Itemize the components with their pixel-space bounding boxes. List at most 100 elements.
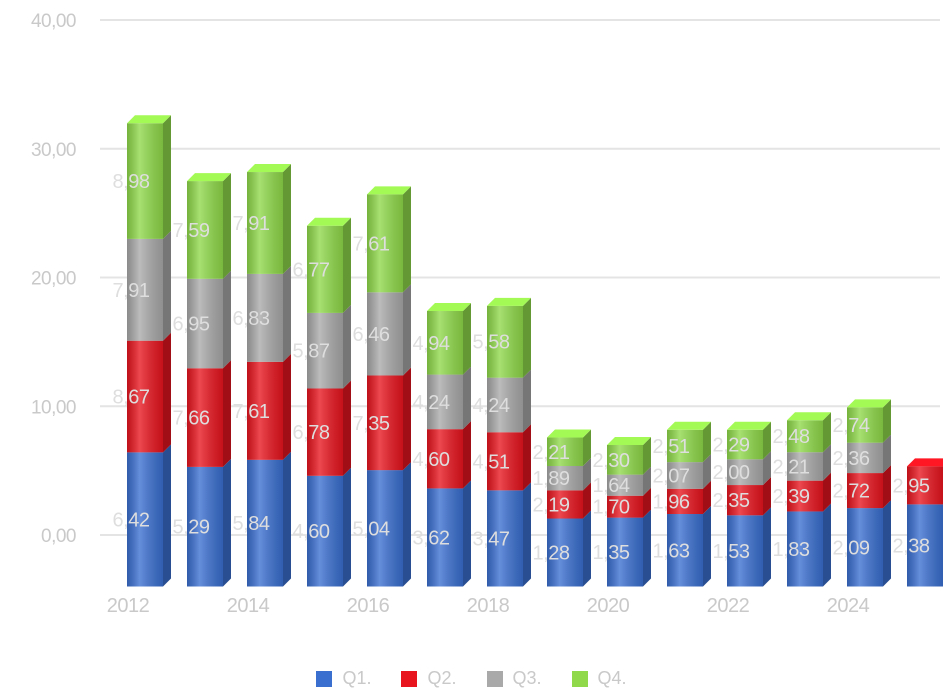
- bar-top: [307, 217, 351, 226]
- data-label: 2,36: [833, 448, 870, 470]
- bar-segment-shading: [787, 480, 823, 512]
- bar-segment-shading: [247, 273, 283, 362]
- data-label: 2,48: [773, 426, 810, 448]
- bar-segment-side: [343, 304, 351, 389]
- data-label: 8,98: [113, 171, 150, 193]
- bar-segment-side: [583, 510, 591, 587]
- legend-label: Q2.: [427, 668, 457, 688]
- y-tick-label: 40,00: [31, 11, 76, 32]
- bar-segment-side: [703, 480, 711, 515]
- bar-segment-shading: [547, 437, 583, 466]
- bar-segment-side: [403, 186, 411, 293]
- bar-segment-side: [463, 366, 471, 430]
- bar-2018: [487, 297, 531, 587]
- bar-segment-shading: [547, 490, 583, 519]
- bar-segment-shading: [487, 432, 523, 491]
- data-label: 7,61: [233, 401, 270, 423]
- bar-segment-shading: [727, 515, 763, 587]
- bar-2012: [127, 115, 171, 587]
- bar-2023: [787, 412, 831, 587]
- bar-2014: [247, 164, 291, 587]
- bar-top: [487, 297, 531, 306]
- data-label: 2,07: [653, 465, 690, 487]
- bar-segment-side: [763, 451, 771, 486]
- x-tick-label: 2022: [707, 595, 750, 617]
- bar-2025: [907, 458, 943, 587]
- bar-segment-shading: [607, 517, 643, 587]
- bar-segment-shading: [607, 445, 643, 475]
- bar-segment-shading: [247, 361, 283, 460]
- data-label: 5,58: [473, 332, 510, 354]
- data-label: 6,77: [293, 259, 330, 281]
- data-label: 6,83: [233, 308, 270, 330]
- data-label: 1,28: [533, 543, 570, 565]
- bar-segment-shading: [187, 278, 223, 369]
- bar-segment-shading: [187, 368, 223, 467]
- legend-item: Q2.: [401, 668, 457, 689]
- data-label: 6,42: [113, 509, 150, 531]
- x-tick-label: 2024: [827, 595, 870, 617]
- bar-segment-shading: [487, 377, 523, 433]
- bar-segment-shading: [787, 452, 823, 481]
- bar-top: [427, 302, 471, 311]
- data-label: 1,53: [713, 541, 750, 563]
- data-label: 4,60: [293, 521, 330, 543]
- data-label: 5,29: [173, 517, 210, 539]
- data-label: 5,04: [353, 518, 390, 540]
- bar-segment-shading: [307, 388, 343, 476]
- data-label: 7,35: [353, 413, 390, 435]
- bar-segment-side: [823, 472, 831, 512]
- bar-segment-side: [403, 284, 411, 376]
- legend-swatch: [486, 670, 503, 687]
- bar-segment-side: [763, 421, 771, 460]
- legend: Q1. Q2. Q3. Q4.: [0, 668, 943, 689]
- bar-segment-shading: [907, 466, 943, 505]
- bar-segment-shading: [367, 375, 403, 471]
- bar-segment-side: [883, 465, 891, 509]
- legend-swatch: [316, 670, 333, 687]
- bar-segment-side: [283, 451, 291, 587]
- bar-segment-side: [643, 437, 651, 475]
- data-label: 6,78: [293, 422, 330, 444]
- bar-segment-shading: [667, 462, 703, 489]
- stacked-bar-chart: 0,00 10,00 20,00 30,00 40,00 6,42 8,67 7,91 8,9…: [31, 11, 943, 617]
- bar-segment-side: [223, 173, 231, 279]
- bar-segment-side: [703, 506, 711, 587]
- bar-segment-side: [583, 457, 591, 491]
- bar-segment-side: [883, 500, 891, 587]
- data-label: 3,62: [413, 527, 450, 549]
- bar-2022: [727, 421, 771, 587]
- y-tick-label: 10,00: [31, 397, 76, 418]
- bar-segment-side: [823, 444, 831, 481]
- bar-segment-side: [823, 412, 831, 453]
- bar-top: [187, 173, 231, 182]
- bar-segment-side: [883, 434, 891, 474]
- data-label: 2,35: [713, 490, 750, 512]
- data-label: 2,29: [713, 435, 750, 457]
- y-tick-label: 30,00: [31, 140, 76, 161]
- bar-segment-shading: [247, 172, 283, 274]
- data-label: 4,60: [413, 449, 450, 471]
- bar-segment-side: [583, 482, 591, 519]
- bar-segment-shading: [907, 504, 943, 587]
- data-label: 5,87: [293, 341, 330, 363]
- bar-segment-side: [643, 487, 651, 518]
- data-label: 7,61: [353, 233, 390, 255]
- bar-segment-side: [163, 332, 171, 453]
- bar-segment-side: [703, 454, 711, 489]
- bar-2021: [667, 421, 711, 587]
- bar-segment-side: [523, 482, 531, 587]
- bar-segment-side: [343, 217, 351, 313]
- bar-2019: [547, 429, 591, 587]
- bar-segment-shading: [427, 310, 463, 375]
- bar-segment-shading: [667, 514, 703, 587]
- bar-segment-side: [403, 462, 411, 587]
- bar-segment-shading: [847, 473, 883, 509]
- bar-segment-side: [223, 458, 231, 587]
- bar-top: [847, 399, 891, 408]
- x-tick-label: 2018: [467, 595, 510, 617]
- bar-segment-shading: [127, 340, 163, 453]
- data-label: 8,67: [113, 387, 150, 409]
- data-label: 7,91: [113, 280, 150, 302]
- data-label: 2,95: [893, 475, 930, 497]
